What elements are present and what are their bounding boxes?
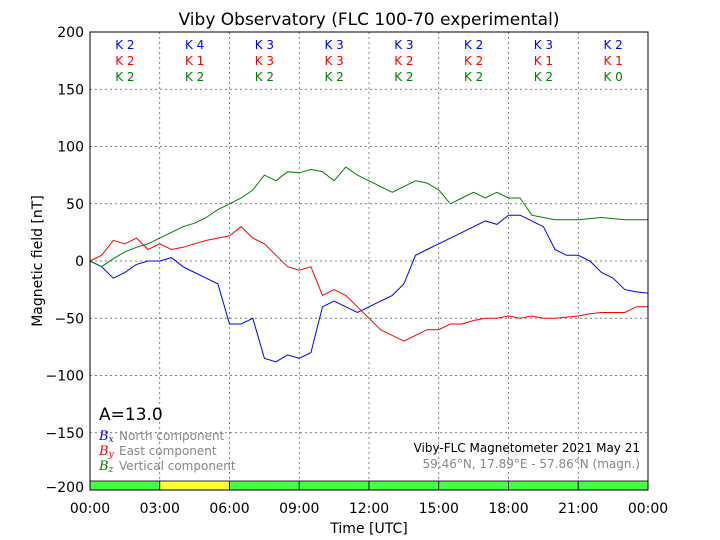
legend-label: Vertical component bbox=[119, 459, 236, 473]
y-tick-label: 200 bbox=[57, 25, 84, 41]
x-tick-label: 06:00 bbox=[209, 501, 249, 517]
x-tick-label: 00:00 bbox=[628, 501, 668, 517]
legend-symbol: Bx bbox=[98, 429, 114, 445]
k-index-x: K 3 bbox=[255, 38, 274, 52]
station-label: Viby-FLC Magnetometer 2021 May 21 bbox=[414, 441, 640, 455]
k-index-z: K 2 bbox=[534, 70, 553, 84]
y-tick-label: −150 bbox=[46, 426, 84, 442]
k-index-z: K 2 bbox=[324, 70, 343, 84]
k-index-z: K 2 bbox=[185, 70, 204, 84]
k-index-y: K 3 bbox=[324, 54, 343, 68]
activity-bar-segment bbox=[229, 480, 300, 491]
x-axis-label: Time [UTC] bbox=[329, 521, 407, 537]
k-index-z: K 2 bbox=[394, 70, 413, 84]
y-tick-label: 150 bbox=[57, 82, 84, 98]
series-line-x bbox=[89, 214, 649, 363]
activity-bar-segment bbox=[298, 480, 370, 491]
y-tick-label: 100 bbox=[57, 140, 84, 156]
y-tick-label: −100 bbox=[46, 369, 84, 385]
activity-bar-segment bbox=[508, 480, 579, 491]
k-index-y: K 1 bbox=[534, 54, 553, 68]
k-index-y: K 1 bbox=[185, 54, 204, 68]
y-axis-label: Magnetic field [nT] bbox=[30, 195, 46, 327]
k-index-x: K 4 bbox=[185, 38, 204, 52]
k-index-z: K 2 bbox=[464, 70, 483, 84]
legend-symbol: By bbox=[98, 444, 115, 460]
k-index-y: K 2 bbox=[464, 54, 483, 68]
x-tick-label: 12:00 bbox=[349, 501, 389, 517]
k-index-x: K 2 bbox=[115, 38, 134, 52]
x-tick-label: 15:00 bbox=[419, 501, 459, 517]
x-tick-label: 00:00 bbox=[70, 501, 110, 517]
k-index-x: K 2 bbox=[603, 38, 622, 52]
legend-label: North component bbox=[119, 429, 225, 443]
k-index-x: K 2 bbox=[464, 38, 483, 52]
plot-frame bbox=[89, 31, 649, 491]
x-tick-label: 18:00 bbox=[488, 501, 528, 517]
legend-symbol: Bz bbox=[98, 459, 114, 475]
k-index-x: K 3 bbox=[534, 38, 553, 52]
series-line-y bbox=[89, 226, 648, 342]
activity-bar-segment bbox=[159, 480, 230, 491]
x-tick-label: 09:00 bbox=[279, 501, 319, 517]
chart-title: Viby Observatory (FLC 100-70 experimenta… bbox=[179, 10, 560, 30]
activity-bar-segment bbox=[89, 480, 161, 491]
legend-label: East component bbox=[119, 444, 217, 458]
k-index-y: K 1 bbox=[603, 54, 622, 68]
y-tick-label: 50 bbox=[66, 197, 84, 213]
x-tick-label: 03:00 bbox=[140, 501, 180, 517]
activity-bar-segment bbox=[577, 480, 649, 491]
a-index-label: A=13.0 bbox=[99, 405, 163, 425]
y-tick-label: −200 bbox=[46, 480, 84, 496]
series-line-z bbox=[89, 166, 648, 268]
activity-bar-segment bbox=[438, 480, 509, 491]
k-index-y: K 2 bbox=[394, 54, 413, 68]
k-index-z: K 2 bbox=[255, 70, 274, 84]
y-tick-label: −50 bbox=[54, 311, 84, 327]
coords-label: 59.46°N, 17.89°E - 57.86°N (magn.) bbox=[423, 457, 640, 471]
k-index-y: K 3 bbox=[255, 54, 274, 68]
y-tick-label: 0 bbox=[75, 254, 84, 270]
k-index-y: K 2 bbox=[115, 54, 134, 68]
k-index-z: K 0 bbox=[603, 70, 622, 84]
x-tick-label: 21:00 bbox=[558, 501, 598, 517]
k-index-x: K 3 bbox=[394, 38, 413, 52]
k-index-z: K 2 bbox=[115, 70, 134, 84]
activity-bar-segment bbox=[368, 480, 440, 491]
k-index-x: K 3 bbox=[324, 38, 343, 52]
